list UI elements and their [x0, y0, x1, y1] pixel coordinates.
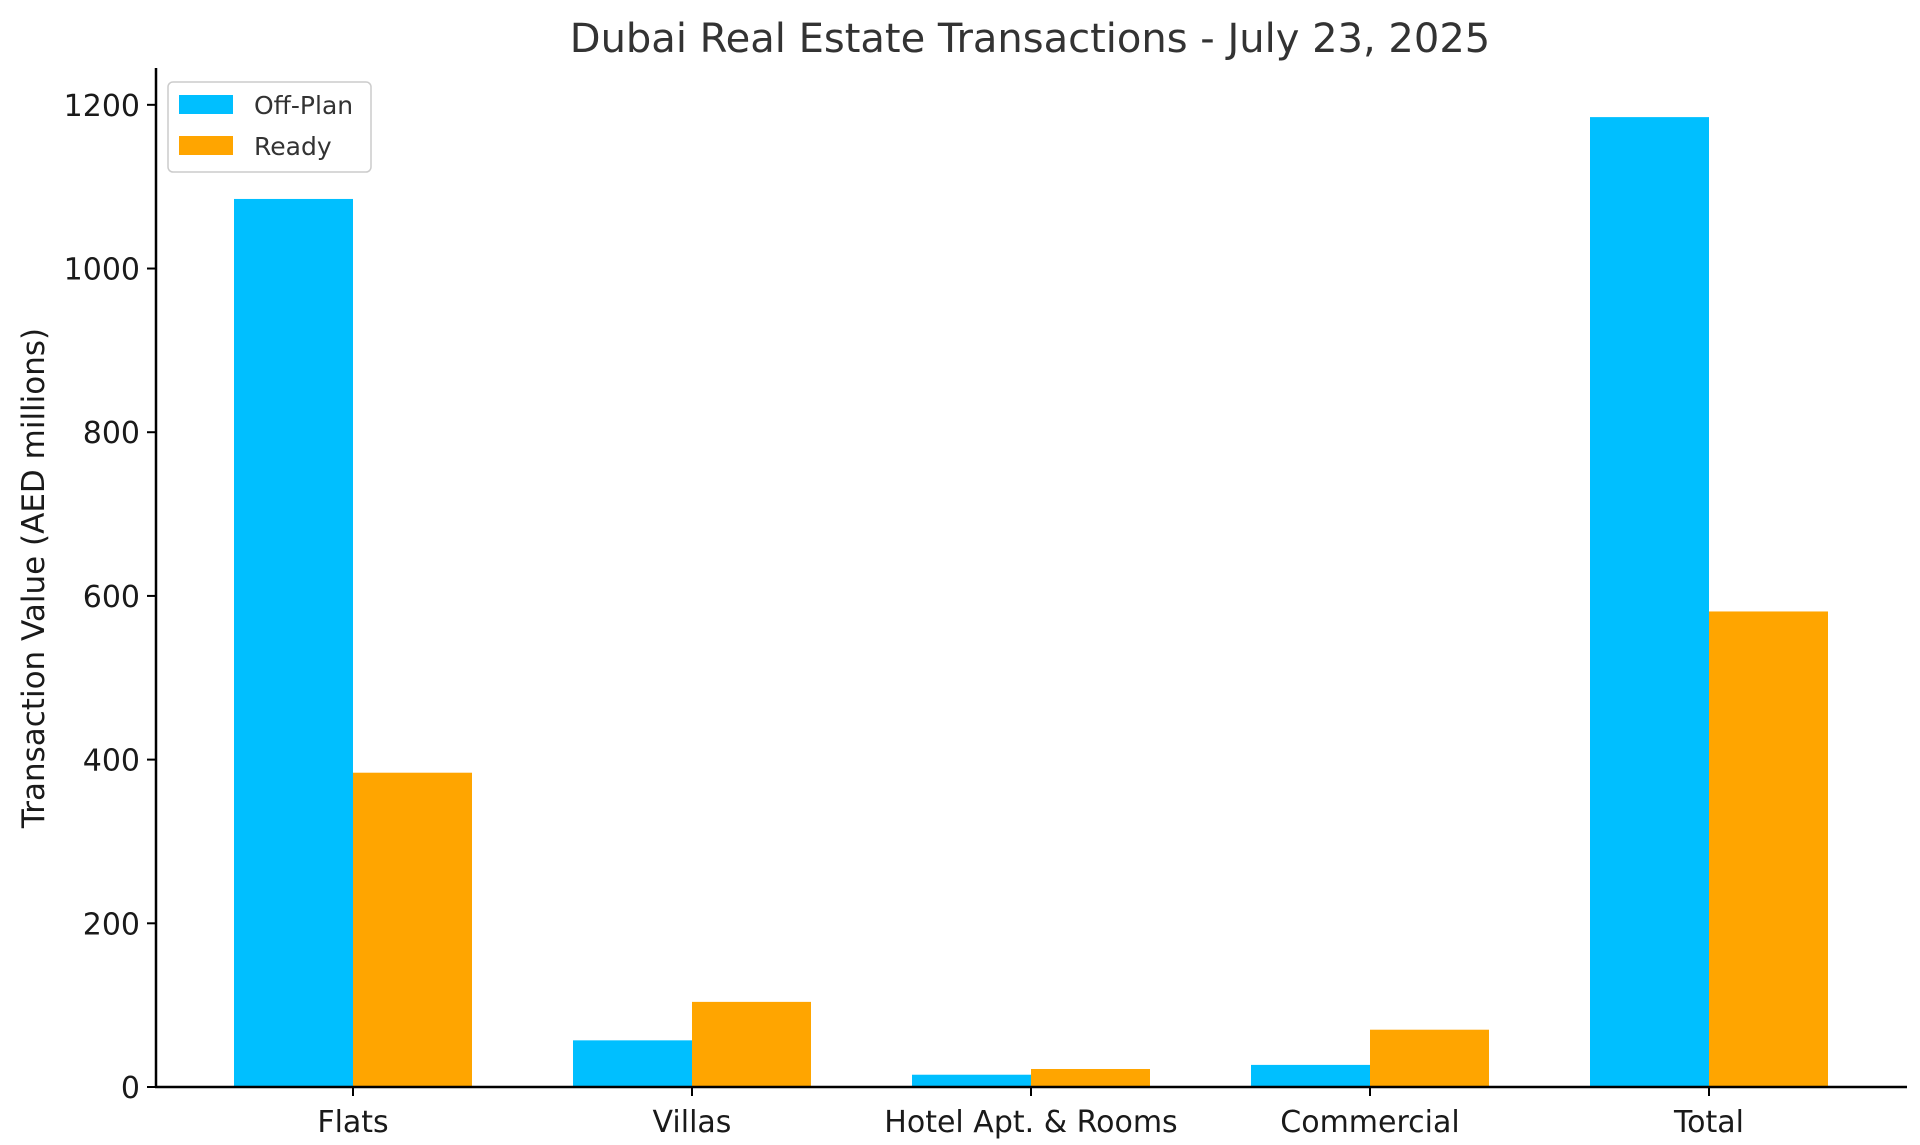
bar-flats-ready [353, 772, 472, 1087]
bar-villas-off-plan [573, 1040, 692, 1087]
y-tick-label: 400 [83, 744, 140, 779]
y-tick-label: 800 [83, 416, 140, 451]
x-tick-label-hotel-apt-rooms: Hotel Apt. & Rooms [884, 1105, 1177, 1140]
chart-title: Dubai Real Estate Transactions - July 23… [570, 16, 1490, 62]
y-ticks-group: 0 200 400 600 800 1000 1200 [64, 89, 156, 1106]
x-ticks-group: Flats Villas Hotel Apt. & Rooms Commercial T… [317, 1087, 1744, 1140]
x-tick-label-commercial: Commercial [1280, 1105, 1459, 1140]
y-tick-label: 200 [83, 907, 140, 942]
bar-total-ready [1709, 611, 1828, 1087]
bar-hotel-apt-rooms-ready [1031, 1068, 1150, 1087]
legend-swatch-ready [179, 136, 233, 155]
bar-total-off-plan [1590, 117, 1709, 1087]
y-tick-label: 600 [83, 580, 140, 615]
x-tick-label-villas: Villas [653, 1105, 732, 1140]
legend-label-off-plan: Off-Plan [254, 91, 353, 120]
bar-commercial-off-plan [1251, 1064, 1370, 1087]
y-tick-label: 1000 [64, 253, 140, 288]
bar-flats-off-plan [234, 198, 353, 1088]
bar-commercial-ready [1370, 1029, 1489, 1087]
legend-swatch-off-plan [179, 95, 233, 114]
legend: Off-Plan Ready [167, 81, 372, 173]
x-tick-label-total: Total [1673, 1105, 1744, 1140]
y-tick-label: 0 [121, 1071, 140, 1106]
x-tick-label-flats: Flats [317, 1105, 388, 1140]
y-tick-label: 1200 [64, 89, 140, 124]
bars-group [234, 117, 1828, 1088]
bar-hotel-apt-rooms-off-plan [912, 1074, 1031, 1087]
y-axis-label: Transaction Value (AED millions) [16, 328, 52, 829]
bar-villas-ready [692, 1001, 811, 1087]
legend-label-ready: Ready [254, 132, 332, 161]
